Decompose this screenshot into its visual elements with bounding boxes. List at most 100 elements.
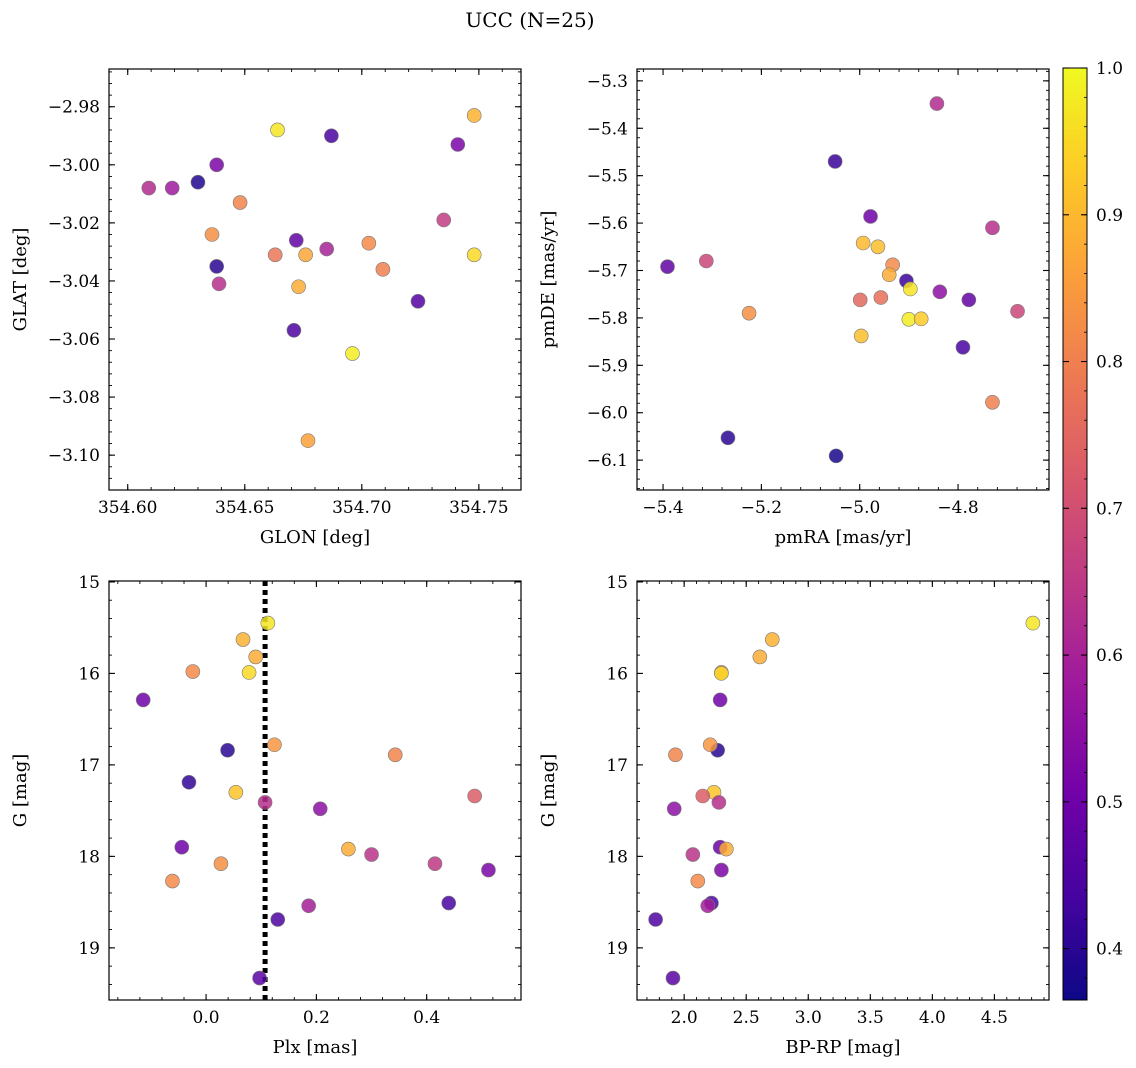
data-point bbox=[466, 108, 482, 123]
colorbar-tick-label: 0.5 bbox=[1096, 793, 1123, 813]
y-tick-label: −5.8 bbox=[587, 309, 628, 329]
y-axis-label: G [mag] bbox=[538, 754, 559, 827]
data-point bbox=[164, 180, 180, 196]
scatter-panel-4: 2.0 2.5 3.0 3.5 4.0 4.5 15 16 17 18 19 BP-RP [mag] G… bbox=[538, 573, 1050, 1058]
y-tick-label: 15 bbox=[606, 573, 628, 593]
data-point bbox=[252, 970, 267, 986]
x-tick-label: −5.0 bbox=[839, 498, 880, 518]
scatter-panel-1: 354.60 354.65 354.70 354.75 −2.98 −3.00 −3.02 −… bbox=[10, 68, 522, 548]
data-point bbox=[450, 137, 466, 152]
x-tick-label: 2.5 bbox=[733, 1008, 760, 1028]
x-tick-label: 4.0 bbox=[919, 1008, 946, 1028]
data-point bbox=[300, 433, 316, 448]
data-point bbox=[873, 290, 889, 305]
data-point bbox=[270, 122, 285, 138]
y-tick-label: −3.10 bbox=[48, 446, 100, 466]
panels: 354.60 354.65 354.70 354.75 −2.98 −3.00 −3.02 −… bbox=[10, 68, 1050, 1058]
data-point bbox=[345, 346, 360, 361]
data-point bbox=[828, 448, 844, 464]
data-point bbox=[291, 279, 306, 295]
data-point bbox=[752, 649, 768, 665]
x-tick-label: 354.60 bbox=[98, 498, 157, 518]
data-point bbox=[881, 267, 897, 283]
y-tick-label: 18 bbox=[78, 847, 100, 867]
data-point bbox=[764, 632, 780, 647]
x-tick-label: 3.5 bbox=[857, 1008, 884, 1028]
x-tick-label: 0.4 bbox=[413, 1008, 440, 1028]
data-point bbox=[174, 839, 190, 855]
y-tick-label: −5.6 bbox=[587, 214, 628, 234]
data-point bbox=[361, 235, 377, 251]
data-point bbox=[690, 873, 706, 889]
data-point bbox=[666, 801, 682, 817]
data-point bbox=[441, 895, 457, 911]
y-tick-label: −6.1 bbox=[587, 451, 628, 471]
x-tick-label: 0.0 bbox=[193, 1008, 220, 1028]
y-tick-label: −3.00 bbox=[48, 156, 100, 176]
y-tick-label: −5.3 bbox=[587, 72, 628, 92]
data-point bbox=[286, 323, 302, 338]
data-point bbox=[427, 856, 443, 871]
x-tick-label: −5.4 bbox=[642, 498, 683, 518]
x-tick-label: −5.2 bbox=[741, 498, 782, 518]
colorbar-tick-label: 0.6 bbox=[1096, 646, 1123, 666]
data-point bbox=[267, 737, 282, 753]
data-point bbox=[901, 312, 917, 327]
data-point bbox=[929, 96, 945, 111]
data-point bbox=[720, 430, 736, 446]
data-point bbox=[220, 742, 235, 758]
data-point bbox=[870, 239, 886, 255]
data-point bbox=[185, 664, 201, 679]
data-point bbox=[903, 281, 918, 297]
colorbar-tick-label: 1.0 bbox=[1096, 59, 1123, 79]
data-point bbox=[852, 292, 868, 308]
x-tick-label: −4.8 bbox=[937, 498, 978, 518]
colorbar-tick-label: 0.9 bbox=[1096, 206, 1123, 226]
data-point bbox=[209, 157, 224, 173]
y-tick-label: −5.5 bbox=[587, 167, 628, 187]
x-tick-label: 2.0 bbox=[671, 1008, 698, 1028]
x-tick-label: 0.2 bbox=[303, 1008, 330, 1028]
x-tick-label: 354.65 bbox=[215, 498, 274, 518]
data-point bbox=[714, 666, 729, 681]
data-point bbox=[827, 154, 843, 169]
data-point bbox=[467, 788, 482, 804]
data-point bbox=[228, 785, 244, 800]
x-tick-label: 354.70 bbox=[332, 498, 391, 518]
plot-frame bbox=[636, 68, 1050, 491]
data-point bbox=[232, 195, 248, 210]
y-axis-label: GLAT [deg] bbox=[10, 228, 31, 332]
data-point bbox=[702, 737, 718, 753]
x-tick-label: 3.0 bbox=[795, 1008, 822, 1028]
data-point bbox=[141, 180, 157, 196]
x-axis-label: GLON [deg] bbox=[260, 527, 370, 548]
data-point bbox=[699, 253, 714, 269]
y-tick-label: 17 bbox=[606, 756, 628, 776]
data-point bbox=[267, 247, 283, 263]
data-point bbox=[932, 284, 948, 300]
data-point bbox=[235, 632, 251, 647]
data-point bbox=[481, 862, 496, 878]
x-axis-label: Plx [mas] bbox=[273, 1037, 358, 1058]
data-point bbox=[853, 328, 869, 344]
data-point bbox=[241, 665, 257, 680]
y-tick-label: −2.98 bbox=[48, 98, 100, 118]
x-tick-label: 4.5 bbox=[981, 1008, 1008, 1028]
colorbar-gradient bbox=[1062, 67, 1088, 1001]
colorbar: 0.4 0.5 0.6 0.7 0.8 0.9 1.0 bbox=[1062, 59, 1123, 1001]
y-tick-label: 19 bbox=[78, 939, 100, 959]
y-axis-label: G [mag] bbox=[10, 754, 31, 827]
x-tick-label: 354.75 bbox=[449, 498, 508, 518]
data-point bbox=[712, 692, 728, 708]
y-tick-label: −3.08 bbox=[48, 388, 100, 408]
plot-frame bbox=[636, 580, 1050, 1001]
data-point bbox=[298, 247, 313, 263]
data-point bbox=[695, 788, 711, 804]
colorbar-tick-label: 0.8 bbox=[1096, 353, 1123, 373]
data-point bbox=[961, 292, 977, 308]
data-point bbox=[410, 293, 426, 309]
y-tick-label: 18 bbox=[606, 847, 628, 867]
y-tick-label: −5.7 bbox=[587, 261, 628, 281]
data-point bbox=[466, 247, 482, 263]
